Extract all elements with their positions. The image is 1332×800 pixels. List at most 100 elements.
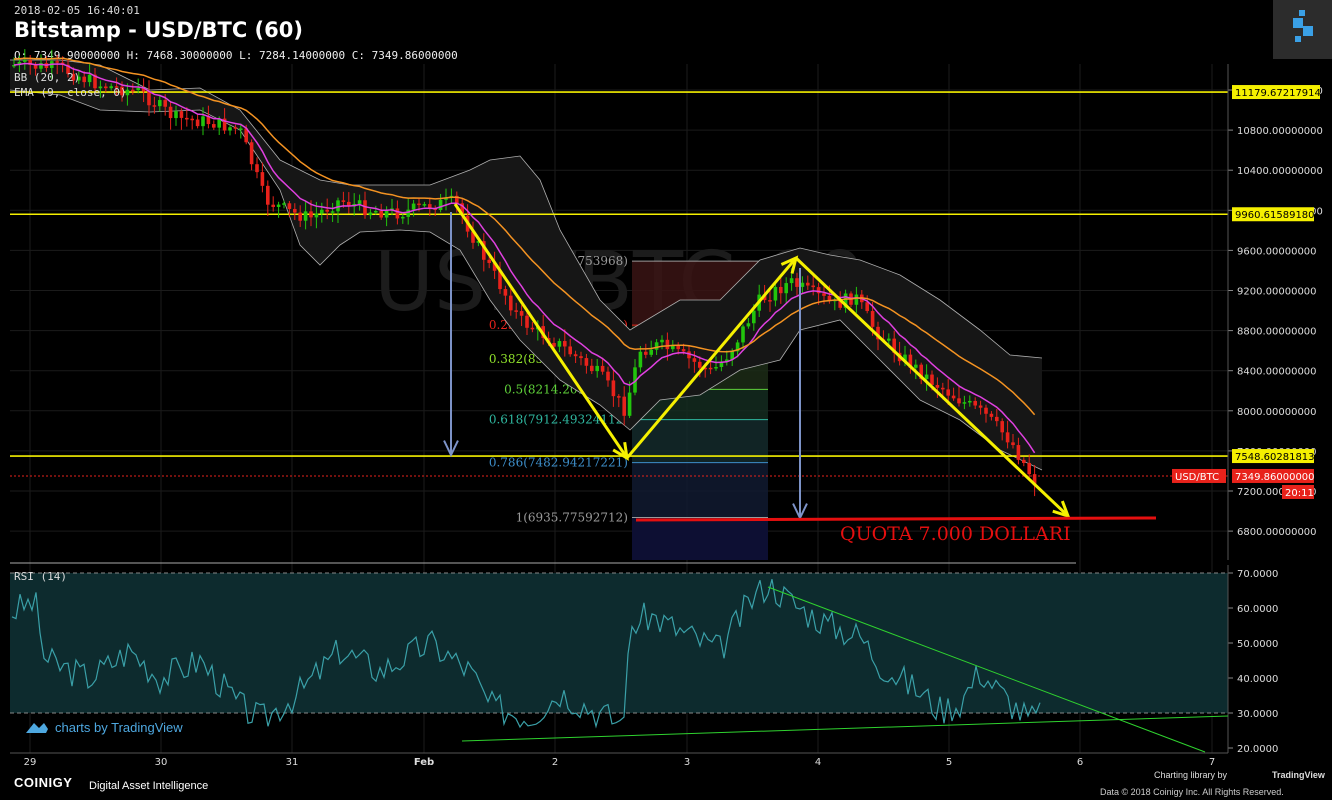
candle-body bbox=[600, 365, 605, 372]
candle-body bbox=[336, 200, 340, 212]
candle-body bbox=[158, 100, 162, 107]
coinigy-tagline: Digital Asset Intelligence bbox=[89, 780, 209, 792]
tradingview-logo-text[interactable]: TradingView bbox=[1272, 770, 1325, 780]
fib-level-label: 1(6935.77592712) bbox=[516, 510, 628, 524]
candle-body bbox=[703, 367, 707, 370]
candle-body bbox=[131, 89, 135, 92]
candle-body bbox=[455, 195, 459, 204]
candle-body bbox=[584, 358, 589, 366]
candle-body bbox=[590, 365, 594, 372]
candle-body bbox=[698, 361, 702, 368]
candle-body bbox=[330, 211, 335, 213]
candle-body bbox=[519, 311, 524, 316]
trend-arrow-down-2-head bbox=[1052, 500, 1071, 519]
logo-squares-icon bbox=[1293, 10, 1313, 42]
candle-body bbox=[995, 416, 999, 422]
candle-body bbox=[66, 64, 70, 74]
candle-body bbox=[784, 283, 788, 294]
time-axis-label: 5 bbox=[946, 757, 952, 768]
charting-library-credit: Charting library by bbox=[1154, 770, 1228, 780]
tradingview-cloud-icon bbox=[26, 723, 48, 733]
candle-body bbox=[255, 164, 259, 173]
candle-body bbox=[303, 211, 308, 221]
candle-body bbox=[368, 212, 373, 216]
time-axis-label: 30 bbox=[155, 757, 168, 768]
candle-body bbox=[293, 208, 297, 213]
candle-body bbox=[71, 73, 76, 81]
price-tick-label: 10400.00000000 bbox=[1237, 166, 1323, 177]
fib-level-label: 0.618(7912.49324112) bbox=[489, 413, 628, 427]
candle-body bbox=[17, 61, 22, 65]
candle-body bbox=[514, 310, 518, 312]
candle-body bbox=[1016, 445, 1021, 460]
candle-body bbox=[1032, 474, 1037, 486]
candle-body bbox=[228, 127, 232, 131]
candle-body bbox=[260, 172, 265, 186]
coinigy-logo-text[interactable]: COINIGY bbox=[14, 775, 73, 790]
price-tick-label: 8800.00000000 bbox=[1237, 327, 1317, 338]
candle-body bbox=[179, 111, 184, 118]
candle-body bbox=[1027, 462, 1031, 475]
candle-body bbox=[233, 127, 238, 129]
candle-body bbox=[244, 128, 248, 143]
rsi-tick-label: 70.0000 bbox=[1237, 569, 1278, 580]
quota-line bbox=[635, 516, 1157, 522]
candle-body bbox=[633, 367, 637, 393]
price-tick-label: 8000.00000000 bbox=[1237, 407, 1317, 418]
price-tick-label: 10800.00000000 bbox=[1237, 126, 1323, 137]
candle-body bbox=[444, 197, 448, 200]
candle-body bbox=[887, 338, 891, 341]
price-level-tag-3-bg bbox=[1232, 449, 1314, 464]
candle-body bbox=[12, 64, 16, 67]
candle-body bbox=[460, 203, 464, 216]
candle-body bbox=[1000, 421, 1004, 433]
candle-body bbox=[406, 209, 410, 217]
rsi-support-trendline bbox=[461, 715, 1229, 742]
price-level-tag-2-bg bbox=[1232, 207, 1314, 222]
candle-body bbox=[401, 216, 405, 219]
bollinger-lower-line bbox=[9, 89, 1043, 471]
candle-body bbox=[978, 405, 983, 408]
candle-body bbox=[935, 384, 940, 388]
candle-body bbox=[201, 116, 205, 127]
candle-body bbox=[806, 282, 810, 286]
candle-body bbox=[438, 199, 443, 210]
candle-body bbox=[719, 361, 724, 368]
candle-body bbox=[28, 59, 32, 65]
candle-body bbox=[941, 387, 945, 390]
candle-body bbox=[23, 59, 27, 62]
candle-body bbox=[946, 389, 950, 396]
chart-timestamp: 2018-02-05 16:40:01 bbox=[14, 4, 140, 17]
time-axis-label: 6 bbox=[1077, 757, 1083, 768]
candle-body bbox=[471, 231, 475, 243]
candle-body bbox=[395, 208, 400, 219]
coinigy-app-icon[interactable] bbox=[1273, 0, 1332, 59]
candle-body bbox=[82, 76, 86, 83]
candle-body bbox=[411, 203, 416, 210]
candle-body bbox=[525, 315, 529, 328]
candle-body bbox=[984, 407, 988, 414]
candle-body bbox=[800, 282, 805, 287]
trend-arrow-down-2 bbox=[794, 256, 1070, 518]
candle-body bbox=[865, 302, 869, 312]
chart-canvas[interactable]: USD/BTC 600(9492.62753968)0.236(8855.059… bbox=[0, 0, 1332, 768]
candle-body bbox=[752, 310, 756, 324]
tradingview-credit[interactable]: charts by TradingView bbox=[55, 720, 183, 735]
chart-title: Bitstamp - USD/BTC (60) bbox=[14, 18, 303, 42]
candle-body bbox=[39, 63, 43, 69]
candle-body bbox=[1022, 459, 1026, 463]
candle-body bbox=[611, 380, 616, 397]
fib-zone-extension bbox=[632, 517, 768, 560]
rsi-tick-label: 50.0000 bbox=[1237, 639, 1278, 650]
candle-body bbox=[1005, 432, 1010, 443]
candle-body bbox=[768, 300, 772, 302]
price-level-tag-1-bg bbox=[1232, 85, 1320, 100]
candle-body bbox=[363, 200, 367, 216]
candle-body bbox=[676, 345, 680, 350]
candle-body bbox=[957, 398, 961, 404]
candle-body bbox=[271, 204, 275, 207]
candle-body bbox=[325, 209, 329, 212]
candle-body bbox=[217, 118, 221, 128]
candle-body bbox=[276, 204, 281, 207]
candle-body bbox=[789, 278, 794, 284]
